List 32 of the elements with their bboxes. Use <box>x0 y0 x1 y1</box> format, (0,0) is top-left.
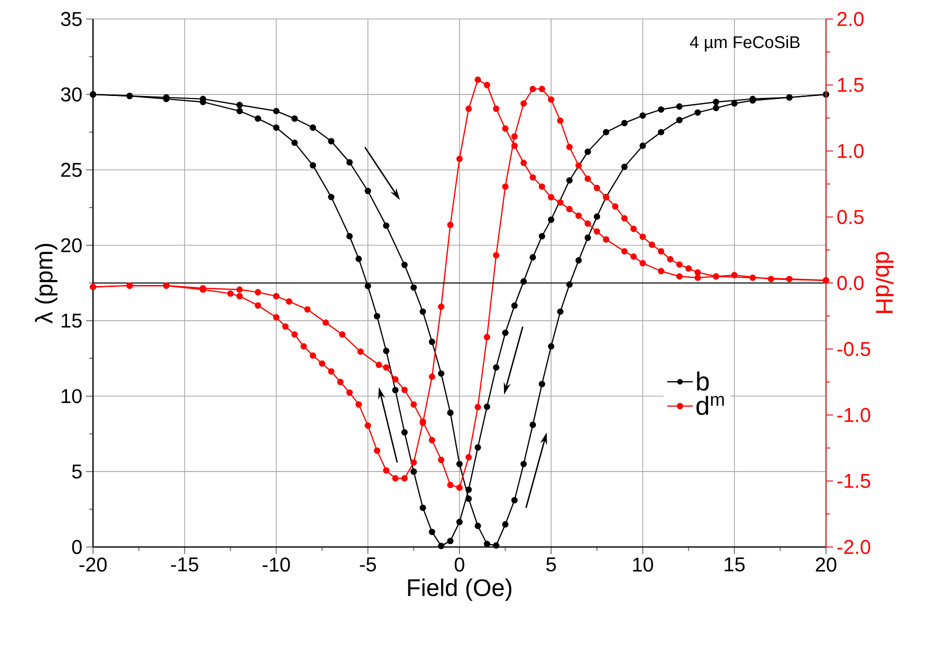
y2-tick-label: 2.0 <box>838 12 864 26</box>
legend-label: b <box>697 372 709 391</box>
y-tick-label: 10 <box>62 389 82 404</box>
x-tick-label: -15 <box>171 558 198 572</box>
x-tick-label: 10 <box>633 558 654 572</box>
x-tick-label: 15 <box>724 558 745 572</box>
y2-tick-label: 0.0 <box>837 276 864 290</box>
y-tick-label: 35 <box>60 12 82 26</box>
y-tick-label: 15 <box>62 314 82 328</box>
annotation: 4 µm FeCoSiB <box>690 36 800 52</box>
y2-tick-label: -1.0 <box>837 408 870 422</box>
x-tick-label: -10 <box>262 558 290 572</box>
x-axis-title: Field (Oe) <box>408 578 512 601</box>
y-axis-title: λ (ppm) <box>34 244 58 324</box>
y-tick-label: 25 <box>61 162 82 177</box>
y2-tick-label: 0.5 <box>837 210 864 224</box>
y2-tick-label: -0.5 <box>837 342 870 356</box>
y2-axis-title: db/dH <box>876 252 894 314</box>
y-tick-label: 30 <box>60 87 82 102</box>
y-tick-label: 0 <box>72 540 82 554</box>
x-tick-label: 5 <box>546 558 556 572</box>
y2-tick-label: 1.5 <box>838 78 864 92</box>
legend-label: d$^{m}$ <box>696 396 724 415</box>
x-tick-label: 0 <box>454 558 464 572</box>
x-tick-label: -5 <box>360 558 376 572</box>
y-tick-label: 5 <box>72 464 82 479</box>
y2-tick-label: -2.0 <box>837 540 870 554</box>
x-tick-label: 20 <box>816 558 836 572</box>
y2-tick-label: 1.0 <box>838 144 864 158</box>
y-tick-label: 20 <box>61 238 82 252</box>
y2-tick-label: -1.5 <box>837 474 870 488</box>
x-tick-label: -20 <box>79 558 107 572</box>
